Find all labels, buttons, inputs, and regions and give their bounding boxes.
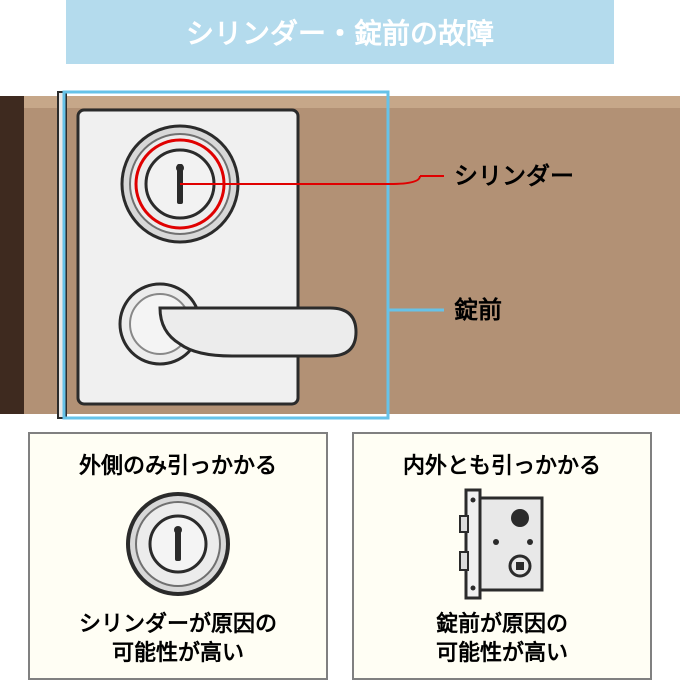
- box-body-1-line2: 可能性が高い: [112, 640, 244, 665]
- box-outside-only: 外側のみ引っかかる シリンダーが原因の 可能性が高い: [28, 432, 328, 680]
- lock-diagram-svg: [0, 64, 680, 424]
- keyhole-top-icon: [176, 164, 184, 172]
- box-body-2-line1: 錠前が原因の: [436, 611, 568, 636]
- box-both-sides: 内外とも引っかかる 錠前: [352, 432, 652, 680]
- lever-handle: [160, 308, 356, 356]
- lockset-icon: [442, 480, 562, 609]
- main-diagram: シリンダー 錠前: [0, 64, 680, 414]
- box-body-1: シリンダーが原因の 可能性が高い: [79, 609, 277, 668]
- bottom-row: 外側のみ引っかかる シリンダーが原因の 可能性が高い 内外とも引っかかる: [0, 432, 680, 680]
- cylinder-icon: [123, 480, 233, 609]
- box-body-2: 錠前が原因の 可能性が高い: [436, 609, 568, 668]
- box-body-1-line1: シリンダーが原因の: [79, 611, 277, 636]
- door-edge: [0, 96, 24, 414]
- door-face-highlight: [24, 96, 680, 108]
- label-cylinder: シリンダー: [454, 156, 574, 191]
- box-title-1: 外側のみ引っかかる: [79, 448, 277, 480]
- page-title: シリンダー・錠前の故障: [66, 0, 614, 64]
- box-body-2-line2: 可能性が高い: [436, 640, 568, 665]
- label-lockset: 錠前: [454, 290, 502, 325]
- box-title-2: 内外とも引っかかる: [403, 448, 601, 480]
